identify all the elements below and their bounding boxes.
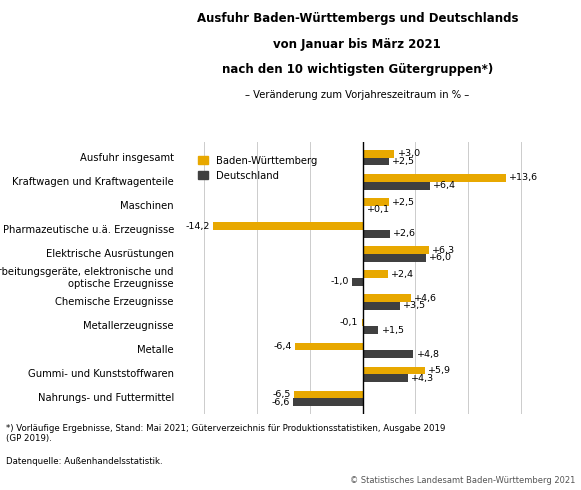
Text: +13,6: +13,6 xyxy=(510,173,539,182)
Text: +6,4: +6,4 xyxy=(433,181,456,190)
Text: -1,0: -1,0 xyxy=(331,277,349,287)
Text: © Statistisches Landesamt Baden-Württemberg 2021: © Statistisches Landesamt Baden-Württemb… xyxy=(350,476,575,485)
Bar xyxy=(363,206,364,214)
Text: +3,5: +3,5 xyxy=(403,301,426,311)
Text: nach den 10 wichtigsten Gütergruppen*): nach den 10 wichtigsten Gütergruppen*) xyxy=(222,63,493,76)
Text: -0,1: -0,1 xyxy=(340,318,358,327)
Bar xyxy=(293,398,363,406)
Bar xyxy=(363,350,413,358)
Bar xyxy=(363,182,430,190)
Text: Ausfuhr Baden-Württembergs und Deutschlands: Ausfuhr Baden-Württembergs und Deutschla… xyxy=(196,12,518,25)
Bar xyxy=(363,158,389,166)
Text: +4,6: +4,6 xyxy=(414,294,437,303)
Bar xyxy=(363,374,408,382)
Bar xyxy=(363,246,429,254)
Text: +2,5: +2,5 xyxy=(392,197,415,206)
Text: -6,5: -6,5 xyxy=(272,390,290,399)
Bar xyxy=(363,254,426,262)
Text: *) Vorläufige Ergebnisse, Stand: Mai 2021; Güterverzeichnis für Produktionsstati: *) Vorläufige Ergebnisse, Stand: Mai 202… xyxy=(6,424,445,443)
Bar xyxy=(363,198,389,206)
Text: +6,0: +6,0 xyxy=(429,253,452,262)
Text: -6,4: -6,4 xyxy=(274,342,292,351)
Text: +1,5: +1,5 xyxy=(382,325,404,335)
Bar xyxy=(363,174,506,182)
Legend: Baden-Württemberg, Deutschland: Baden-Württemberg, Deutschland xyxy=(195,152,320,184)
Text: +3,0: +3,0 xyxy=(397,149,421,158)
Bar xyxy=(295,343,363,350)
Text: -14,2: -14,2 xyxy=(185,221,209,231)
Text: von Januar bis März 2021: von Januar bis März 2021 xyxy=(274,38,441,51)
Text: +0,1: +0,1 xyxy=(367,205,390,214)
Text: +2,4: +2,4 xyxy=(391,270,414,279)
Text: +2,6: +2,6 xyxy=(393,229,416,238)
Bar xyxy=(363,367,425,374)
Bar xyxy=(213,222,363,230)
Bar xyxy=(361,318,363,326)
Text: +5,9: +5,9 xyxy=(428,366,451,375)
Text: +4,3: +4,3 xyxy=(411,374,435,383)
Bar xyxy=(363,326,378,334)
Bar xyxy=(363,294,411,302)
Bar xyxy=(363,302,400,310)
Text: -6,6: -6,6 xyxy=(271,398,290,407)
Bar xyxy=(363,150,394,158)
Bar xyxy=(352,278,363,286)
Text: +4,8: +4,8 xyxy=(417,350,439,359)
Text: +2,5: +2,5 xyxy=(392,157,415,166)
Text: Datenquelle: Außenhandelsstatistik.: Datenquelle: Außenhandelsstatistik. xyxy=(6,457,163,465)
Bar xyxy=(294,391,363,398)
Text: – Veränderung zum Vorjahreszeitraum in % –: – Veränderung zum Vorjahreszeitraum in %… xyxy=(245,90,469,99)
Text: +6,3: +6,3 xyxy=(432,245,456,255)
Bar xyxy=(363,230,390,238)
Bar xyxy=(363,270,388,278)
